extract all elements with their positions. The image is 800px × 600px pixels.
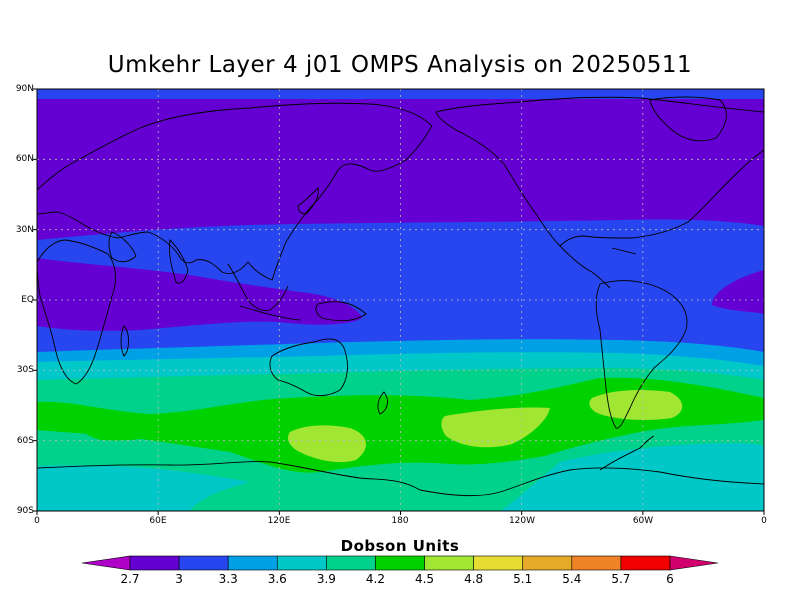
band-3.9-east	[500, 443, 764, 511]
lat-label-30n: 30N	[15, 225, 34, 235]
colorbar-tick-label: 5.1	[513, 572, 533, 586]
colorbar-low-extension	[81, 555, 131, 571]
colorbar-tick-label: 3.9	[316, 572, 336, 586]
band-4.8-1	[288, 425, 367, 463]
land-greenland	[649, 96, 727, 142]
coastlines	[37, 96, 764, 497]
land-arabia	[108, 231, 137, 263]
band-4.8-2	[441, 407, 550, 448]
colorbar-tick-label: 4.2	[365, 572, 385, 586]
land-antilles	[611, 247, 637, 255]
lon-label-60e: 60E	[149, 516, 167, 526]
land-africa	[37, 239, 116, 385]
land-antarctic-peninsula	[599, 435, 655, 471]
lon-label-120w: 120W	[508, 516, 536, 526]
map-title: Umkehr Layer 4 j01 OMPS Analysis on 2025…	[107, 52, 693, 78]
land-southeast-asia	[227, 263, 289, 311]
lat-label-60n: 60N	[15, 154, 34, 164]
lon-label-120e: 120E	[267, 516, 291, 526]
colorbar-tick-label: 5.4	[562, 572, 582, 586]
land-north-america	[435, 96, 764, 247]
colorbar-swatch	[129, 555, 180, 571]
lon-label-180: 180	[391, 516, 409, 526]
lon-label-60w: 60W	[632, 516, 654, 526]
land-new-zealand	[377, 391, 388, 415]
band-3.9-south	[37, 465, 250, 511]
lon-label-0-east: 0	[761, 516, 767, 526]
graticule	[37, 89, 764, 511]
lat-label-30s: 30S	[16, 365, 34, 375]
colorbar-swatch	[227, 555, 278, 571]
colorbar-tick-label: 6	[666, 572, 674, 586]
land-south-america	[595, 280, 688, 429]
colorbar-swatch	[326, 555, 376, 571]
colorbar-title: Dobson Units	[340, 537, 460, 555]
land-indonesia	[239, 301, 367, 322]
band-4.5-blob-2	[81, 421, 175, 441]
colorbar-tick-label: 3.3	[218, 572, 238, 586]
lat-label-eq: EQ	[21, 295, 34, 305]
colorbar-swatch	[424, 555, 474, 571]
colorbar-tick-label: 3	[175, 572, 183, 586]
axis-ticks	[33, 88, 765, 515]
land-india	[169, 239, 189, 284]
band-4.8-3	[589, 390, 683, 420]
land-eurasia	[37, 102, 433, 281]
colorbar-tick-label: 4.5	[414, 572, 435, 586]
colorbar-swatch	[276, 555, 327, 571]
colorbar-tick-label: 2.7	[120, 572, 140, 586]
colorbar-tick-label: 5.7	[611, 572, 631, 586]
lat-label-60s: 60S	[16, 436, 34, 446]
land-australia	[269, 338, 348, 397]
land-central-america	[559, 245, 611, 289]
colorbar-high-extension	[669, 555, 719, 571]
colorbar-swatch	[620, 555, 671, 571]
colorbar-swatch	[178, 555, 229, 571]
colorbar-tick-label: 3.6	[267, 572, 287, 586]
colorbar-swatch	[522, 555, 573, 571]
band-3.0-tropics	[37, 258, 362, 331]
band-4.5-blob-1	[37, 405, 88, 431]
colorbar-swatch	[375, 555, 425, 571]
band-polar-3.3	[37, 89, 764, 99]
land-madagascar	[120, 325, 129, 357]
land-japan	[297, 187, 319, 215]
lat-label-90s: 90S	[16, 506, 34, 516]
colorbar-tick-label: 4.8	[464, 572, 484, 586]
colorbar	[81, 555, 719, 571]
land-antarctica	[37, 461, 764, 497]
colorbar-swatch	[571, 555, 622, 571]
lon-label-0-west: 0	[34, 516, 40, 526]
colorbar-swatch	[473, 555, 524, 571]
lat-label-90n: 90N	[15, 84, 34, 94]
